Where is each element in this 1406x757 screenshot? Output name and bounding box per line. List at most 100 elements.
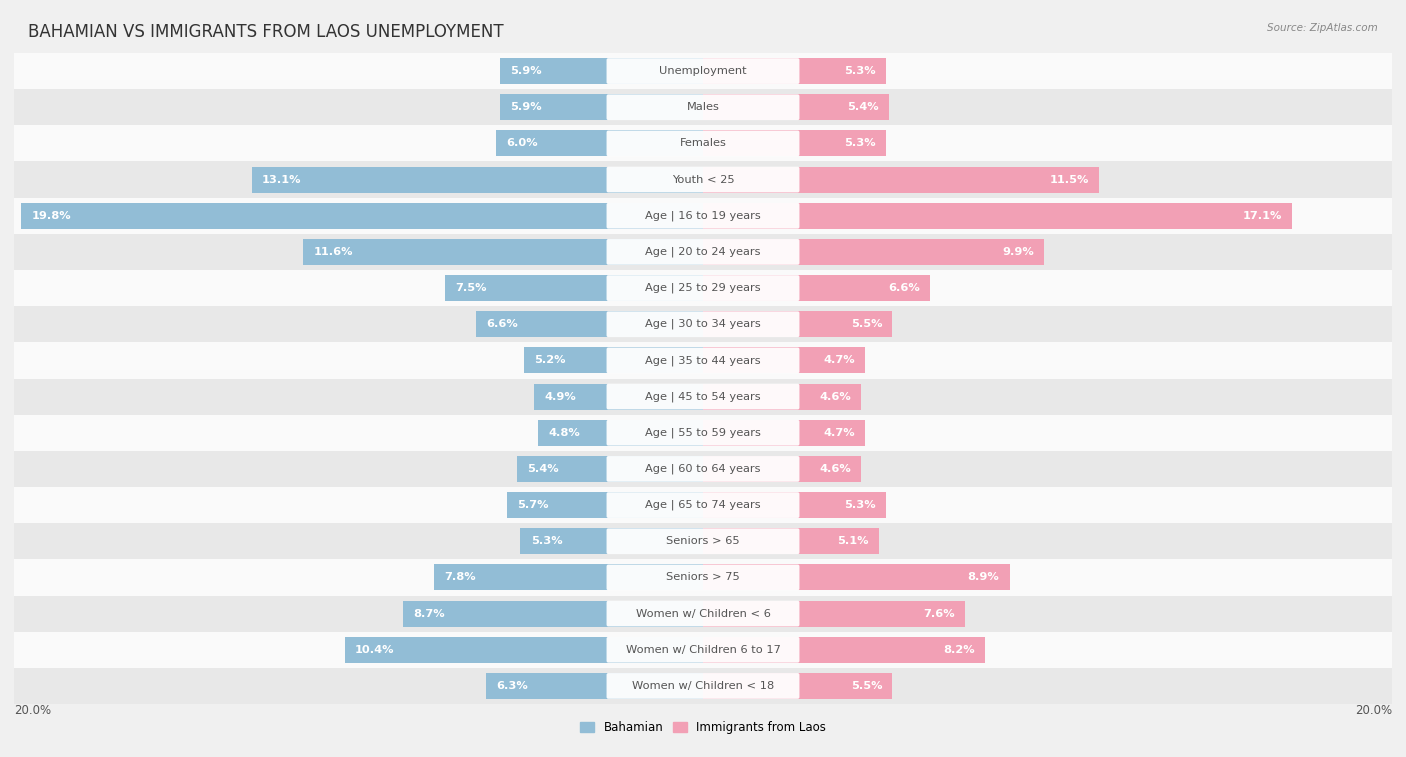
Bar [499, 58, 703, 84]
Text: 6.6%: 6.6% [889, 283, 920, 293]
Text: 11.6%: 11.6% [314, 247, 353, 257]
Text: 8.2%: 8.2% [943, 645, 976, 655]
Text: 5.2%: 5.2% [534, 356, 565, 366]
Text: Females: Females [679, 139, 727, 148]
Text: 9.9%: 9.9% [1002, 247, 1033, 257]
Bar [703, 384, 862, 410]
Text: 4.9%: 4.9% [544, 391, 576, 401]
Bar [517, 456, 703, 482]
Bar [703, 94, 889, 120]
Text: Women w/ Children 6 to 17: Women w/ Children 6 to 17 [626, 645, 780, 655]
Bar [14, 306, 1392, 342]
Text: 7.5%: 7.5% [456, 283, 486, 293]
Text: 13.1%: 13.1% [262, 175, 301, 185]
Text: Women w/ Children < 6: Women w/ Children < 6 [636, 609, 770, 618]
Bar [404, 600, 703, 627]
Bar [14, 270, 1392, 306]
Bar [14, 234, 1392, 270]
Text: 10.4%: 10.4% [356, 645, 395, 655]
FancyBboxPatch shape [606, 58, 800, 84]
Bar [537, 419, 703, 446]
Bar [486, 673, 703, 699]
Bar [475, 311, 703, 338]
FancyBboxPatch shape [606, 565, 800, 590]
FancyBboxPatch shape [606, 95, 800, 120]
Bar [703, 130, 886, 157]
Bar [14, 126, 1392, 161]
Bar [703, 565, 1010, 590]
Text: 6.0%: 6.0% [506, 139, 538, 148]
Text: 11.5%: 11.5% [1049, 175, 1088, 185]
Bar [14, 342, 1392, 378]
Text: Age | 65 to 74 years: Age | 65 to 74 years [645, 500, 761, 510]
Text: Unemployment: Unemployment [659, 66, 747, 76]
FancyBboxPatch shape [606, 637, 800, 662]
Text: 5.1%: 5.1% [837, 536, 869, 547]
Bar [520, 528, 703, 554]
Bar [496, 130, 703, 157]
Text: 17.1%: 17.1% [1243, 210, 1282, 221]
Text: 4.7%: 4.7% [823, 428, 855, 438]
Bar [14, 596, 1392, 631]
Bar [703, 528, 879, 554]
Text: 7.8%: 7.8% [444, 572, 477, 582]
Bar [14, 559, 1392, 596]
Text: Youth < 25: Youth < 25 [672, 175, 734, 185]
Text: Women w/ Children < 18: Women w/ Children < 18 [631, 681, 775, 691]
Bar [703, 673, 893, 699]
Bar [703, 600, 965, 627]
Text: 20.0%: 20.0% [14, 704, 51, 717]
Text: 6.3%: 6.3% [496, 681, 529, 691]
Bar [703, 167, 1099, 192]
FancyBboxPatch shape [606, 673, 800, 699]
Bar [14, 89, 1392, 126]
Bar [14, 198, 1392, 234]
Text: 5.3%: 5.3% [531, 536, 562, 547]
Bar [14, 451, 1392, 487]
Text: Seniors > 75: Seniors > 75 [666, 572, 740, 582]
FancyBboxPatch shape [606, 203, 800, 229]
Bar [252, 167, 703, 192]
FancyBboxPatch shape [606, 492, 800, 518]
Bar [14, 631, 1392, 668]
Bar [434, 565, 703, 590]
Bar [444, 275, 703, 301]
Bar [703, 492, 886, 518]
Text: Age | 16 to 19 years: Age | 16 to 19 years [645, 210, 761, 221]
Text: 5.4%: 5.4% [846, 102, 879, 112]
Text: 5.3%: 5.3% [844, 66, 875, 76]
Text: Source: ZipAtlas.com: Source: ZipAtlas.com [1267, 23, 1378, 33]
Text: Seniors > 65: Seniors > 65 [666, 536, 740, 547]
Text: 7.6%: 7.6% [922, 609, 955, 618]
Bar [506, 492, 703, 518]
Text: Age | 25 to 29 years: Age | 25 to 29 years [645, 283, 761, 293]
FancyBboxPatch shape [606, 239, 800, 265]
Bar [703, 239, 1045, 265]
Text: 5.5%: 5.5% [851, 681, 882, 691]
Bar [524, 347, 703, 373]
Text: Age | 55 to 59 years: Age | 55 to 59 years [645, 428, 761, 438]
Legend: Bahamian, Immigrants from Laos: Bahamian, Immigrants from Laos [579, 721, 827, 734]
Text: Males: Males [686, 102, 720, 112]
Text: Age | 45 to 54 years: Age | 45 to 54 years [645, 391, 761, 402]
Bar [344, 637, 703, 663]
FancyBboxPatch shape [606, 384, 800, 410]
Text: 4.7%: 4.7% [823, 356, 855, 366]
Text: 5.4%: 5.4% [527, 464, 560, 474]
Bar [703, 456, 862, 482]
Bar [14, 378, 1392, 415]
Text: 4.6%: 4.6% [820, 464, 851, 474]
Bar [21, 203, 703, 229]
Text: 20.0%: 20.0% [1355, 704, 1392, 717]
Text: 19.8%: 19.8% [31, 210, 70, 221]
Bar [14, 161, 1392, 198]
Bar [304, 239, 703, 265]
FancyBboxPatch shape [606, 601, 800, 627]
Text: 5.9%: 5.9% [510, 102, 541, 112]
Bar [703, 58, 886, 84]
Text: Age | 35 to 44 years: Age | 35 to 44 years [645, 355, 761, 366]
FancyBboxPatch shape [606, 276, 800, 301]
Text: 4.6%: 4.6% [820, 391, 851, 401]
Text: 5.3%: 5.3% [844, 139, 875, 148]
Bar [534, 384, 703, 410]
